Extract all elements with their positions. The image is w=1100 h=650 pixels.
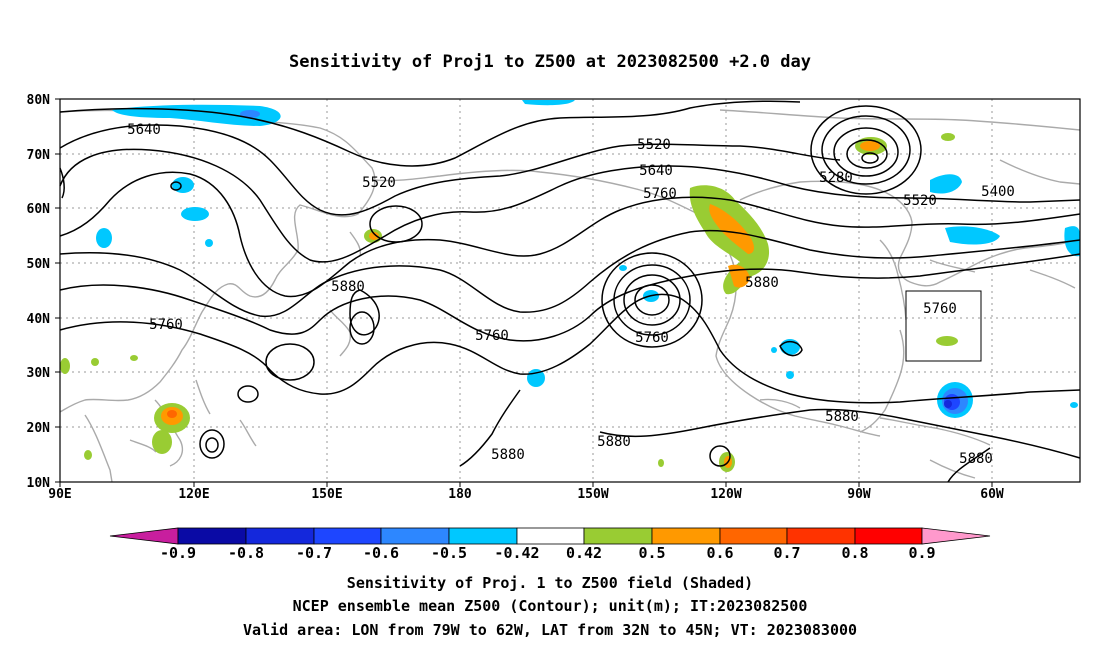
contour-label: 5520 xyxy=(903,193,937,209)
contour-label: 5520 xyxy=(637,137,671,153)
lon-tick-label: 120E xyxy=(178,487,209,502)
contour-label: 5880 xyxy=(745,275,779,291)
contour-label: 5760 xyxy=(475,328,509,344)
colorbar-segment xyxy=(245,527,315,545)
contour-label: 5640 xyxy=(639,163,673,179)
lon-tick-label: 90E xyxy=(48,487,71,502)
contour-label: 5520 xyxy=(362,175,396,191)
colorbar-segment xyxy=(786,527,856,545)
colorbar-tick-label: 0.6 xyxy=(706,544,733,562)
figure-title: Sensitivity of Proj1 to Z500 at 20230825… xyxy=(289,52,811,72)
contour-label: 5760 xyxy=(149,317,183,333)
colorbar-segment xyxy=(854,527,923,545)
lon-tick-label: 150E xyxy=(311,487,342,502)
colorbar-segment xyxy=(448,527,518,545)
colorbar-tick-label: -0.5 xyxy=(431,544,467,562)
lat-tick-label: 20N xyxy=(27,421,51,436)
lon-tick-label: 180 xyxy=(448,487,472,502)
contour-label: 5760 xyxy=(635,330,669,346)
contour-label: 5760 xyxy=(643,186,677,202)
sensitivity-shading xyxy=(60,100,1080,472)
colorbar-segment xyxy=(651,527,721,545)
colorbar-tick-label: 0.5 xyxy=(638,544,665,562)
latitude-labels: 80N 70N 60N 50N 40N 30N 20N 10N xyxy=(27,93,51,491)
valid-area-box xyxy=(905,290,982,362)
contour-label: 5880 xyxy=(491,447,525,463)
contour-label: 5880 xyxy=(825,409,859,425)
colorbar-segment xyxy=(516,527,585,545)
colorbar xyxy=(109,527,991,545)
colorbar-right-arrow xyxy=(921,527,991,545)
longitude-labels: 90E 120E 150E 180 150W 120W 90W 60W xyxy=(48,487,1004,502)
lon-tick-label: 150W xyxy=(577,487,608,502)
contour-label: 5640 xyxy=(127,122,161,138)
lon-tick-label: 120W xyxy=(710,487,741,502)
contour-label: 5880 xyxy=(597,434,631,450)
colorbar-tick-label: 0.42 xyxy=(566,544,602,562)
colorbar-segment xyxy=(719,527,788,545)
colorbar-tick-label: -0.42 xyxy=(494,544,539,562)
contour-label: 5280 xyxy=(819,170,853,186)
lat-tick-label: 50N xyxy=(27,257,51,272)
captions: Sensitivity of Proj. 1 to Z500 field (Sh… xyxy=(243,574,857,639)
contour-label: 5880 xyxy=(959,451,993,467)
colorbar-labels: -0.9 -0.8 -0.7 -0.6 -0.5 -0.42 0.42 0.5 … xyxy=(160,544,936,562)
lat-tick-label: 10N xyxy=(27,476,51,491)
contour-labels: 5640 5520 5520 5640 5760 5280 5520 5400 … xyxy=(127,122,1015,467)
colorbar-segment xyxy=(177,527,247,545)
colorbar-tick-label: -0.9 xyxy=(160,544,196,562)
colorbar-tick-label: 0.7 xyxy=(773,544,800,562)
colorbar-segment xyxy=(380,527,450,545)
colorbar-tick-label: -0.6 xyxy=(363,544,399,562)
tick-marks xyxy=(55,98,993,487)
colorbar-segment xyxy=(313,527,382,545)
z500-contours xyxy=(59,100,1081,483)
colorbar-tick-label: -0.8 xyxy=(228,544,264,562)
lon-tick-label: 60W xyxy=(980,487,1004,502)
lat-tick-label: 40N xyxy=(27,312,51,327)
caption-contour: NCEP ensemble mean Z500 (Contour); unit(… xyxy=(293,597,808,615)
contour-label: 5880 xyxy=(331,279,365,295)
lat-tick-label: 70N xyxy=(27,148,51,163)
colorbar-tick-label: -0.7 xyxy=(296,544,332,562)
colorbar-tick-label: 0.9 xyxy=(908,544,935,562)
map-frame xyxy=(59,98,1081,483)
lon-tick-label: 90W xyxy=(847,487,871,502)
lat-tick-label: 80N xyxy=(27,93,51,108)
contour-label: 5760 xyxy=(923,301,957,317)
colorbar-tick-label: 0.8 xyxy=(841,544,868,562)
contour-label: 5400 xyxy=(981,184,1015,200)
caption-valid-area: Valid area: LON from 79W to 62W, LAT fro… xyxy=(243,621,857,639)
colorbar-left-arrow xyxy=(109,527,179,545)
lat-tick-label: 60N xyxy=(27,202,51,217)
colorbar-segment xyxy=(583,527,653,545)
lat-tick-label: 30N xyxy=(27,366,51,381)
caption-shaded: Sensitivity of Proj. 1 to Z500 field (Sh… xyxy=(347,574,753,592)
